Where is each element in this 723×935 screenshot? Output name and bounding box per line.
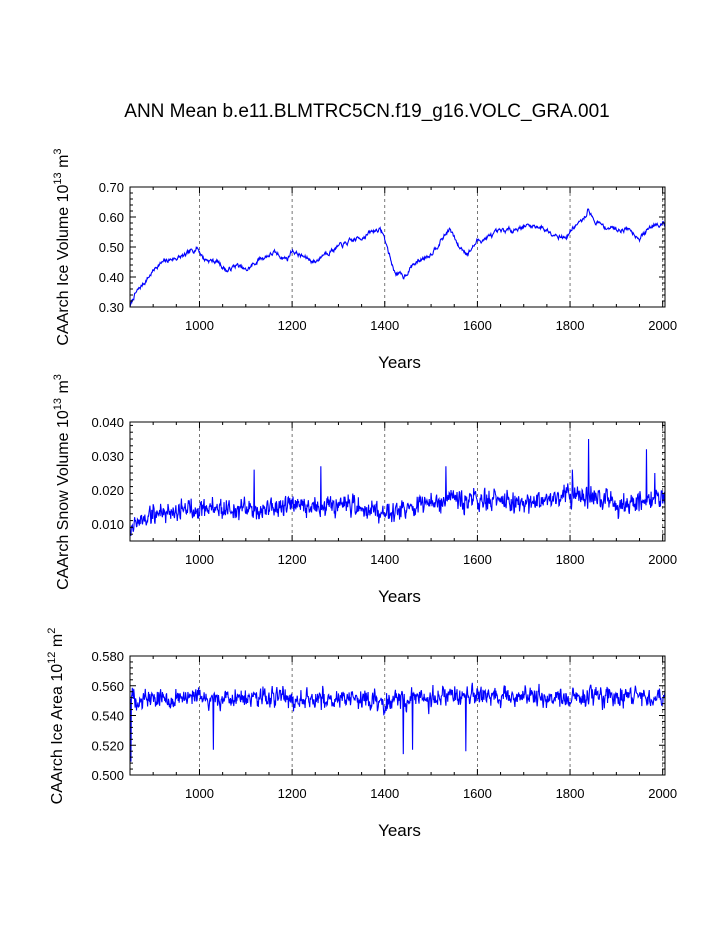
chart-panel-ice_area: 1000 1200 1400 1600 1800 2000 0.500 0.520 0.540 0… [46,628,677,840]
x-tick-label: 2000 [648,552,677,567]
x-tick-label: 1400 [370,318,399,333]
plot-frame [129,655,666,776]
y-tick-label: 0.020 [91,483,124,498]
y-axis-label: CAArch Snow Volume 1013 m3 [52,374,72,590]
x-tick-label: 2000 [648,786,677,801]
y-tick-label: 0.580 [91,649,124,664]
y-axis-label-unit: m [55,380,72,398]
y-tick-label: 0.560 [91,679,124,694]
figure-title: ANN Mean b.e11.BLMTRC5CN.f19_g16.VOLC_GR… [124,101,609,122]
x-tick-label: 1000 [185,318,214,333]
y-axis-label-unit-exponent: 2 [46,628,58,634]
x-tick-label: 1600 [463,552,492,567]
plot-frame [129,421,666,542]
y-axis-label-exponent: 13 [52,172,64,184]
y-tick-label: 0.40 [99,270,124,285]
plot-frame [129,186,666,308]
y-axis-label: CAArch Ice Area 1012 m2 [46,628,66,805]
x-tick-label: 1400 [370,786,399,801]
y-axis-label-main: CAArch Ice Area 10 [49,664,66,805]
series-line-ice_volume [129,208,666,308]
x-axis-label: Years [378,587,421,606]
y-axis-label-main: CAArch Snow Volume 10 [55,410,72,590]
y-tick-label: 0.520 [91,738,124,753]
x-tick-label: 1200 [278,786,307,801]
y-axis-label-exponent: 13 [52,398,64,410]
y-axis-label: CAArch Ice Volume 1013 m3 [52,148,72,345]
y-tick-label: 0.60 [99,210,124,225]
y-tick-label: 0.30 [99,300,124,315]
y-axis-label-unit-exponent: 3 [52,148,64,154]
chart-panel-snow_volume: 1000 1200 1400 1600 1800 2000 0.010 0.020 0.030 0… [52,374,677,606]
y-tick-label: 0.030 [91,449,124,464]
x-tick-label: 1200 [278,552,307,567]
x-tick-label: 1000 [185,552,214,567]
y-axis-label-main: CAArch Ice Volume 10 [55,184,72,345]
y-tick-label: 0.50 [99,240,124,255]
y-axis-label-unit: m [55,155,72,173]
x-tick-label: 1000 [185,786,214,801]
x-tick-label: 1200 [278,318,307,333]
x-tick-label: 1600 [463,786,492,801]
y-tick-label: 0.040 [91,415,124,430]
chart-panels: 1000 1200 1400 1600 1800 2000 0.30 0.40 0.50 0.60… [46,148,677,840]
series-line-ice_area [129,682,666,762]
x-tick-label: 1400 [370,552,399,567]
y-tick-label: 0.70 [99,180,124,195]
chart-panel-ice_volume: 1000 1200 1400 1600 1800 2000 0.30 0.40 0.50 0.60… [52,148,677,372]
x-tick-label: 1800 [556,552,585,567]
x-tick-label: 1800 [556,318,585,333]
y-axis-label-unit: m [49,634,66,652]
x-tick-label: 1600 [463,318,492,333]
y-tick-label: 0.500 [91,768,124,783]
x-tick-label: 2000 [648,318,677,333]
x-axis-label: Years [378,821,421,840]
y-tick-label: 0.010 [91,517,124,532]
x-axis-label: Years [378,353,421,372]
y-tick-label: 0.540 [91,709,124,724]
x-tick-label: 1800 [556,786,585,801]
y-axis-label-unit-exponent: 3 [52,374,64,380]
series-line-snow_volume [129,438,666,536]
y-axis-label-exponent: 12 [46,652,58,664]
